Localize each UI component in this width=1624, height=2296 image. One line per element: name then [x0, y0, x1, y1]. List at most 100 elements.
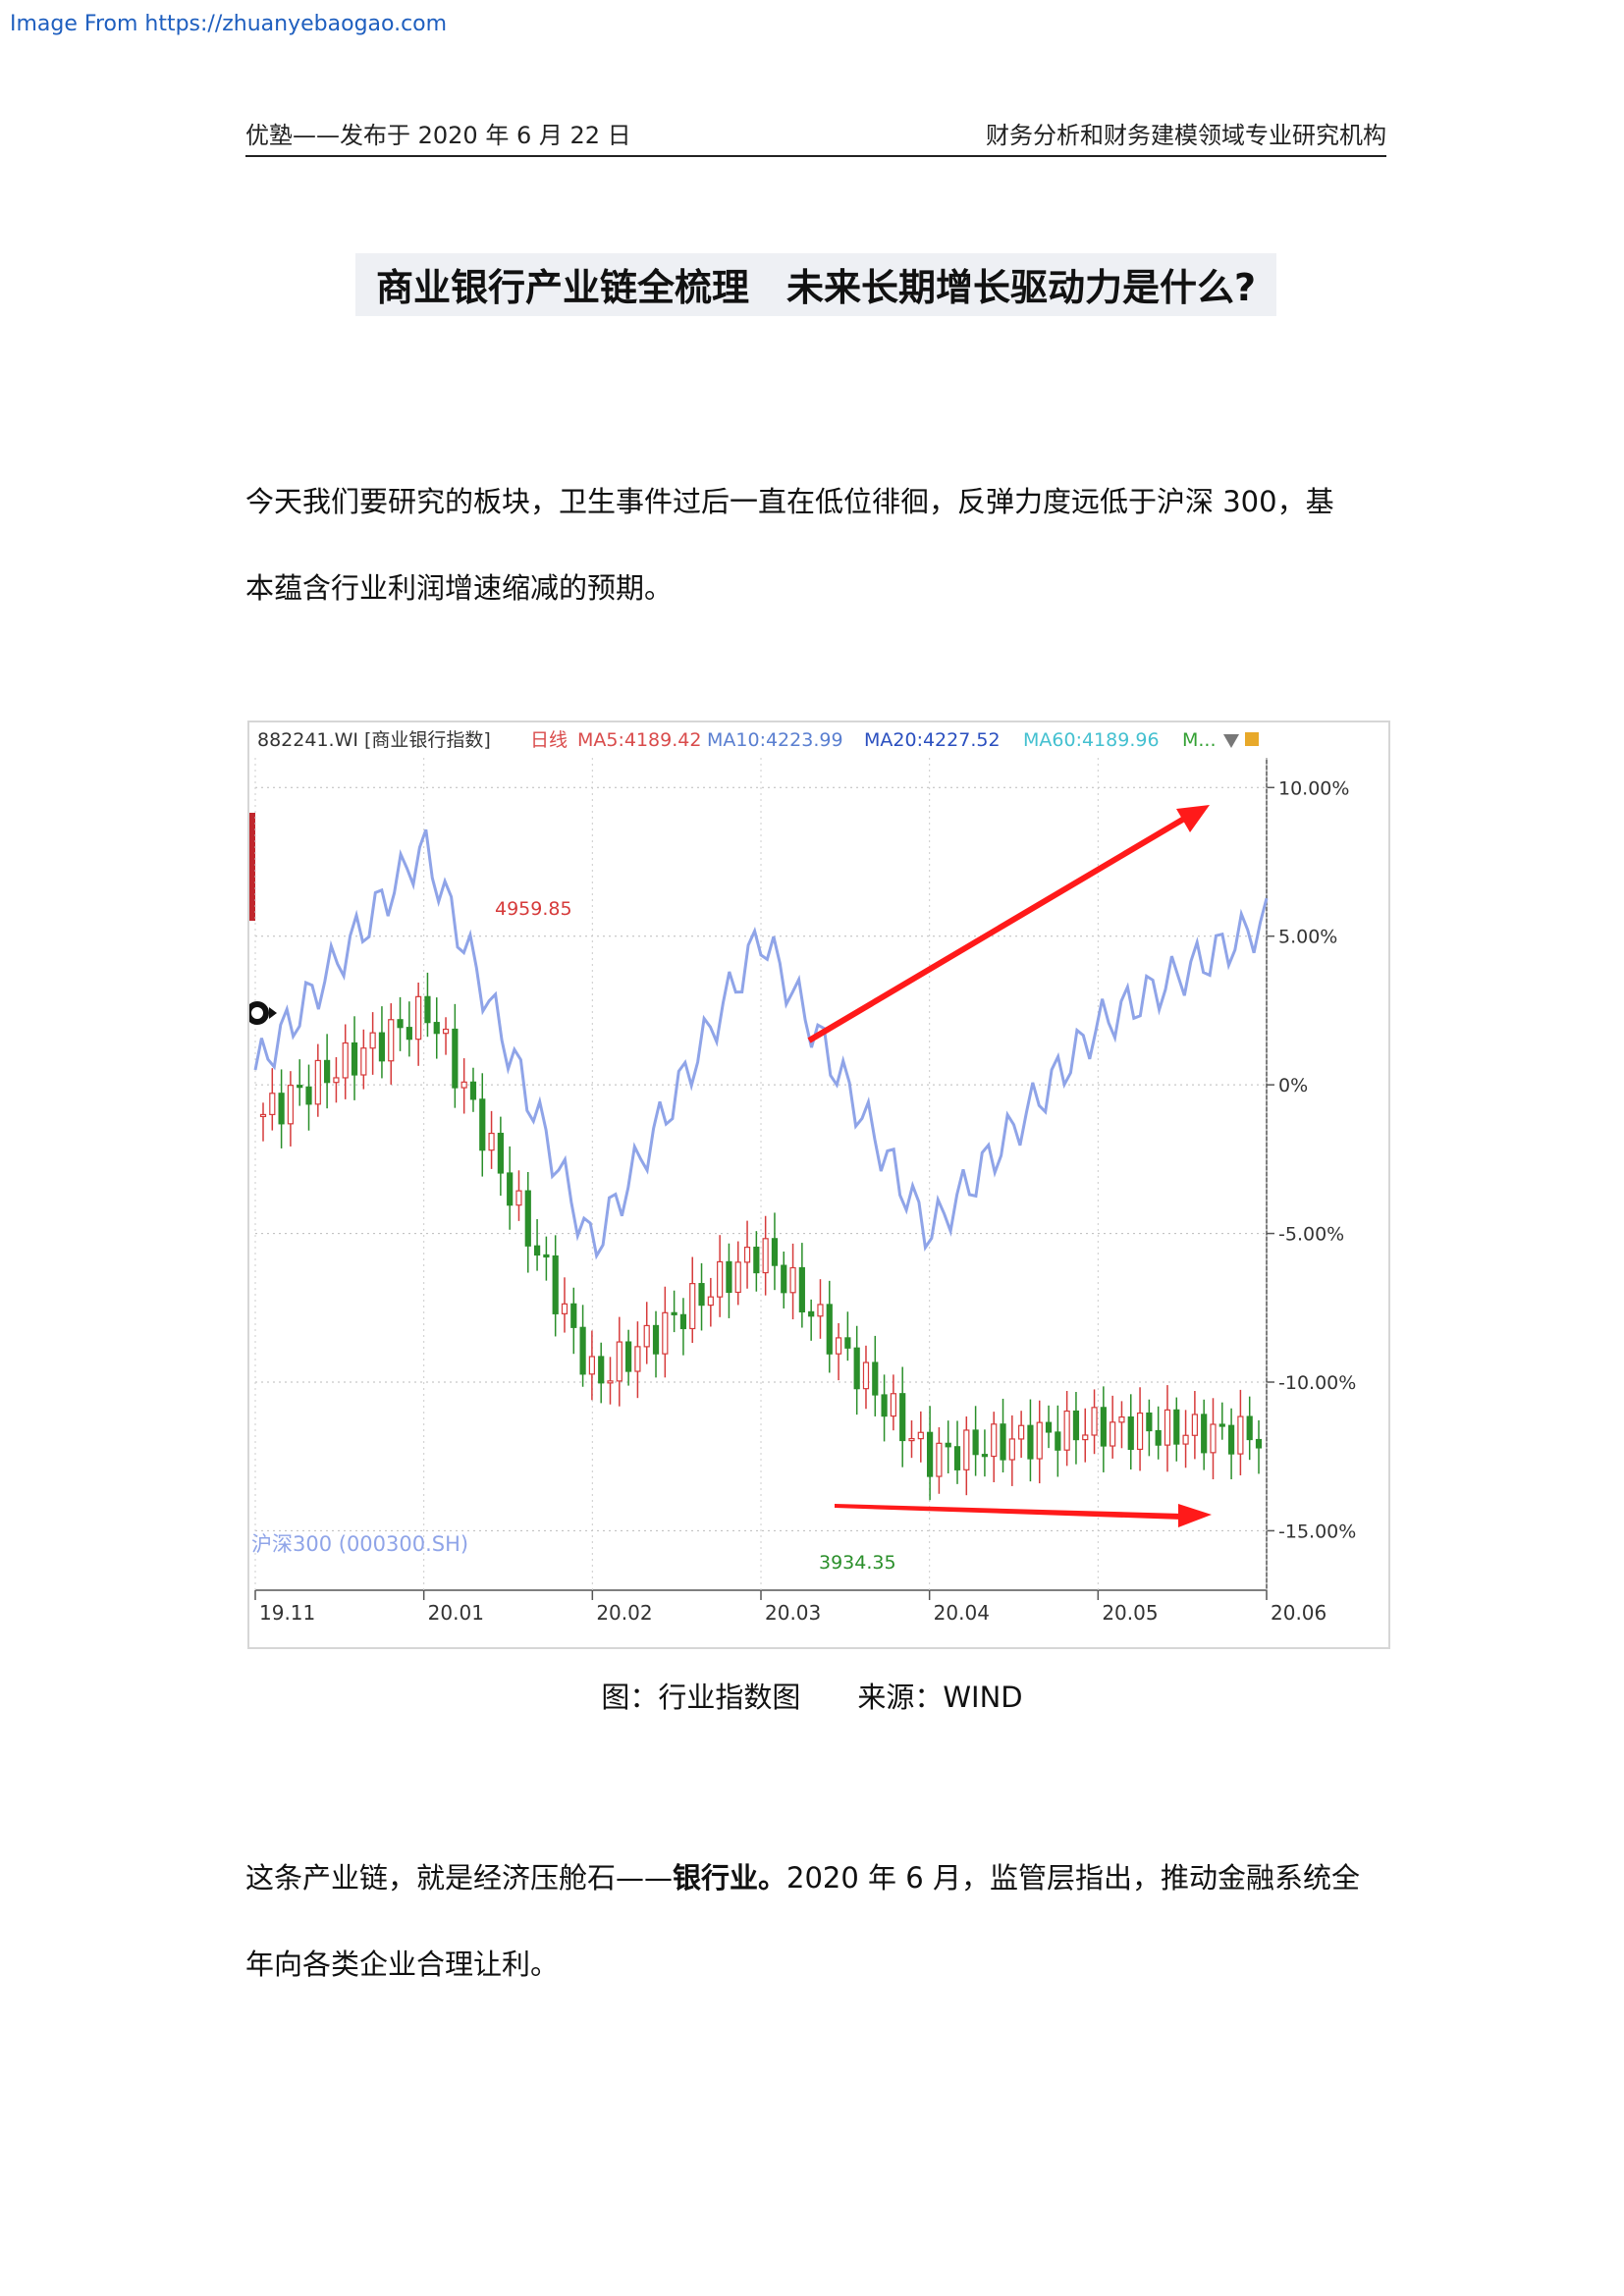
- x-tick-label: 20.01: [428, 1601, 484, 1625]
- candle-body: [991, 1423, 998, 1458]
- candle-body: [862, 1362, 870, 1390]
- paragraph-2-text-a: 这条产业链，就是经济压舱石——: [245, 1861, 674, 1895]
- candle-body: [1191, 1414, 1198, 1436]
- candle-body: [945, 1442, 951, 1448]
- legend-ma20: MA20:4227.52: [864, 729, 1001, 751]
- candle-body: [314, 1059, 321, 1105]
- paragraph-1-line-1: 今天我们要研究的板块，卫生事件过后一直在低位徘徊，反弹力度远低于沪深 300，基: [245, 485, 1334, 518]
- legend-ma10: MA10:4223.99: [707, 729, 843, 751]
- x-tick-label: 20.02: [596, 1601, 652, 1625]
- candle-body: [460, 1081, 467, 1089]
- candle-body: [297, 1085, 303, 1089]
- candle-body: [899, 1393, 906, 1442]
- candle-body: [679, 1313, 687, 1330]
- candle-body: [543, 1254, 550, 1258]
- candle-body: [1182, 1434, 1189, 1445]
- candle-body: [1127, 1415, 1134, 1451]
- candle-body: [908, 1437, 915, 1442]
- candle-body: [607, 1380, 614, 1384]
- candle-body: [1110, 1421, 1116, 1447]
- candle-body: [1173, 1409, 1180, 1445]
- y-tick-label: 0%: [1278, 1075, 1308, 1096]
- candle-body: [1082, 1434, 1089, 1441]
- candle-body: [269, 1093, 276, 1116]
- figure-caption: 图：行业指数图 来源：WIND: [601, 1681, 1023, 1714]
- candle-body: [927, 1431, 934, 1477]
- header-publish-date: 优塾——发布于 2020 年 6 月 22 日: [245, 122, 631, 149]
- candle-body: [671, 1311, 677, 1315]
- candle-body: [479, 1098, 486, 1151]
- candle-body: [259, 1113, 267, 1118]
- candle-body: [406, 1027, 412, 1041]
- candle-body: [497, 1132, 504, 1174]
- position-marker-icon: [245, 1001, 269, 1025]
- candle-body: [552, 1255, 559, 1314]
- candle-body: [305, 1086, 312, 1105]
- candle-body: [981, 1454, 989, 1458]
- candle-body: [771, 1238, 779, 1266]
- x-tick-label: 20.05: [1102, 1601, 1158, 1625]
- candle-body: [872, 1362, 879, 1396]
- candle-body: [488, 1132, 495, 1151]
- candle-body: [953, 1446, 961, 1470]
- legend-lock-icon[interactable]: [1245, 732, 1259, 746]
- candle-body: [652, 1324, 660, 1355]
- candle-body: [287, 1085, 295, 1125]
- annotation-high: 4959.85: [495, 898, 572, 920]
- watermark-link[interactable]: Image From https://zhuanyebaogao.com: [10, 12, 448, 36]
- legend-dropdown-icon[interactable]: [1223, 734, 1239, 748]
- candle-body: [1000, 1423, 1006, 1461]
- legend-ma5: MA5:4189.42: [577, 729, 701, 751]
- candle-body: [616, 1341, 623, 1382]
- candle-body: [1210, 1423, 1217, 1454]
- candle-body: [890, 1393, 896, 1417]
- candle-body: [707, 1296, 714, 1307]
- candle-body: [634, 1346, 641, 1372]
- candle-body: [817, 1304, 824, 1317]
- annotation-low: 3934.35: [819, 1552, 896, 1574]
- paragraph-2-bold: 银行业。: [673, 1861, 787, 1895]
- candle-body: [917, 1431, 924, 1440]
- x-tick-label: 20.06: [1271, 1601, 1326, 1625]
- candle-body: [1100, 1407, 1107, 1447]
- paragraph-1-line-2: 本蕴含行业利润增速缩减的预期。: [245, 571, 674, 605]
- header-org-tagline: 财务分析和财务建模领域专业研究机构: [986, 122, 1386, 149]
- candle-body: [598, 1356, 605, 1384]
- candle-body: [1118, 1415, 1125, 1423]
- chart-series: [253, 828, 1269, 1260]
- candle-body: [397, 1019, 404, 1029]
- candle-body: [835, 1337, 842, 1355]
- paragraph-2-line-1: 这条产业链，就是经济压舱石——银行业。2020 年 6 月，监管层指出，推动金融…: [245, 1855, 1360, 1896]
- candle-body: [1018, 1424, 1025, 1440]
- candle-body: [1146, 1412, 1153, 1432]
- candle-body: [524, 1190, 531, 1247]
- candle-body: [781, 1264, 787, 1294]
- candle-body: [698, 1283, 705, 1307]
- candle-body: [1218, 1423, 1225, 1427]
- candle-body: [826, 1304, 833, 1355]
- candle-body: [588, 1356, 595, 1375]
- candle-body: [324, 1059, 331, 1084]
- candle-body: [1164, 1409, 1171, 1446]
- candle-body: [1036, 1421, 1043, 1460]
- y-tick-label: 5.00%: [1278, 927, 1337, 948]
- paragraph-2-line-2: 年向各类企业合理让利。: [245, 1948, 560, 1981]
- candle-body: [507, 1172, 514, 1206]
- candle-body: [415, 995, 422, 1041]
- chart-axis-ticks: 10.00% 5.00% 0% -5.00% -10.00% -15.00% 19.11 20…: [259, 777, 1356, 1625]
- y-tick-label: -15.00%: [1278, 1521, 1356, 1542]
- index-chart-svg: 882241.WI [商业银行指数] 日线 MA5:4189.42 MA10:4…: [245, 729, 1356, 1625]
- candle-body: [743, 1247, 751, 1263]
- chart-grid: [254, 758, 1274, 1600]
- candle-body: [789, 1266, 796, 1294]
- candle-body: [360, 1047, 367, 1076]
- article-title: 商业银行产业链全梳理 未来长期增长驱动力是什么?: [375, 266, 1257, 309]
- y-tick-label: -10.00%: [1278, 1372, 1356, 1394]
- legend-more: M...: [1182, 729, 1217, 751]
- series-hs300-line: [253, 828, 1269, 1260]
- candle-body: [342, 1041, 349, 1079]
- candle-body: [333, 1077, 340, 1084]
- y-tick-label: -5.00%: [1278, 1224, 1344, 1246]
- candle-body: [351, 1041, 358, 1076]
- candle-body: [1008, 1438, 1015, 1461]
